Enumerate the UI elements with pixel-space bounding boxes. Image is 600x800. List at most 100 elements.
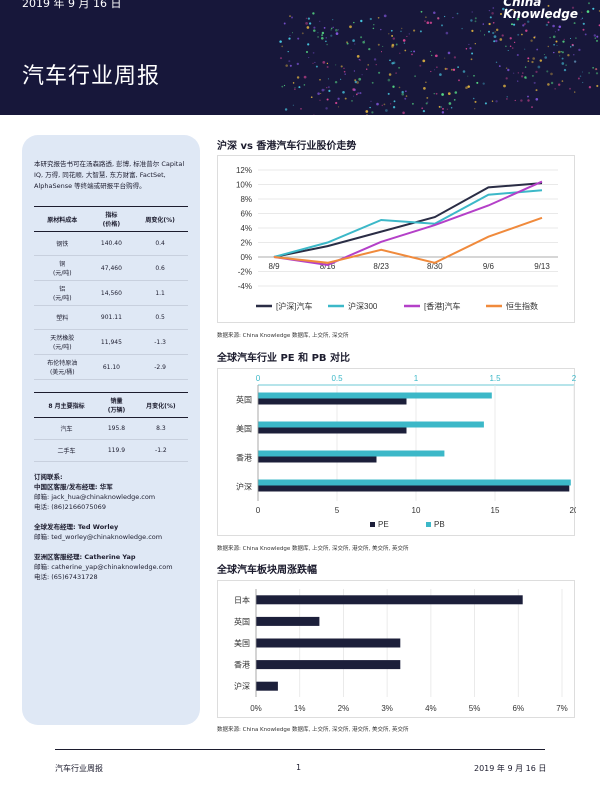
source-note-3: 数据来源: China Knowledge 数据库, 上交所, 深交所, 港交所… <box>217 727 409 733</box>
monthly-indicator-cell: 195.8 <box>99 417 134 440</box>
category-label: 美国 <box>236 424 252 434</box>
sidebar-intro: 本研究报告书可在汤森路透, 彭博, 标准普尔 Capital IQ, 万得, 同… <box>34 160 185 190</box>
contact-asia-manager: 亚洲区客服经理: Catherine Yap <box>34 553 136 561</box>
legend-label: 沪深300 <box>348 301 378 311</box>
raw-material-row: 塑料 901.11 0.5 <box>34 305 188 330</box>
section-title-pe-pb: 全球汽车行业 PE 和 PB 对比 <box>217 353 351 364</box>
raw-material-header-0: 原材料成本 <box>34 206 91 232</box>
contact-china-email[interactable]: 邮箱: jack_hua@chinaknowledge.com <box>34 493 156 501</box>
pe-bar <box>258 427 407 434</box>
x-tick-label: 4% <box>425 704 437 713</box>
y-tick-label: 8% <box>240 195 252 204</box>
y-tick-label: 12% <box>236 166 252 175</box>
x-tick-label: 0% <box>250 704 262 713</box>
pb-bar <box>258 479 571 486</box>
line-chart-box: 12% 10% 8% 6% 4% 2% 0% -2% -4% 8/9 8/16 8/23 8/30 9/6… <box>217 155 575 323</box>
category-label: 香港 <box>236 453 252 463</box>
raw-material-cell: 901.11 <box>90 305 133 330</box>
footer-divider <box>55 749 545 750</box>
raw-material-cell: 布伦特原油 (美元/桶) <box>34 354 91 380</box>
top-axis-tick-label: 0 <box>256 374 261 383</box>
category-label: 英国 <box>236 395 252 405</box>
monthly-indicator-table: 8 月主要指标 销量 (万辆) 月变化(%) 汽车 195.8 8.3 二手车 119.9 -1… <box>34 392 188 462</box>
raw-material-cell: 铝 (元/吨) <box>34 280 91 306</box>
top-axis-tick-label: 1 <box>414 374 419 383</box>
change-bar <box>256 660 401 670</box>
category-label: 香港 <box>234 660 250 670</box>
pb-bar <box>258 450 445 457</box>
contact-global-manager: 全球发布经理: Ted Worley <box>34 523 119 531</box>
legend-label-pb: PB <box>434 520 445 529</box>
category-label: 日本 <box>234 595 250 605</box>
raw-material-cell: 铜 (元/吨) <box>34 255 91 281</box>
category-label: 美国 <box>234 638 250 648</box>
bottom-axis-tick-label: 0 <box>256 506 261 515</box>
raw-material-row: 铜 (元/吨) 47,460 0.6 <box>34 255 188 281</box>
raw-material-cell: 140.40 <box>90 231 133 256</box>
section-title-stock-trend: 沪深 vs 香港汽车行业股价走势 <box>217 141 357 152</box>
y-tick-label: 6% <box>240 210 252 219</box>
page-number: 1 <box>296 763 302 772</box>
change-bar <box>256 616 320 626</box>
x-tick-label: 8/30 <box>427 262 443 271</box>
bottom-axis-tick-label: 15 <box>491 506 500 515</box>
series-line <box>273 182 543 258</box>
footer-date: 2019 年 9 月 16 日 <box>474 764 547 773</box>
raw-material-cell: 14,560 <box>90 280 133 306</box>
raw-material-row: 铝 (元/吨) 14,560 1.1 <box>34 280 188 306</box>
x-tick-label: 8/23 <box>373 262 389 271</box>
raw-material-cell: 钢铁 <box>34 231 91 256</box>
contact-asia-email[interactable]: 邮箱: catherine_yap@chinaknowledge.com <box>34 563 173 571</box>
raw-material-cell: 塑料 <box>34 305 91 330</box>
top-axis-tick-label: 2 <box>572 374 576 383</box>
contact-info: 订阅联系: 中国区客服/发布经理: 华军 邮箱: jack_hua@chinak… <box>34 472 188 582</box>
raw-material-cell: 天然橡胶 (元/吨) <box>34 329 91 355</box>
x-tick-label: 5% <box>469 704 481 713</box>
x-tick-label: 9/6 <box>483 262 495 271</box>
x-tick-label: 9/13 <box>534 262 550 271</box>
header-banner: 2019 年 9 月 16 日 汽车行业周报 China Knowledge <box>0 0 600 115</box>
legend-label: 恒生指数 <box>506 301 538 311</box>
raw-material-header-2: 周变化(%) <box>132 206 188 232</box>
monthly-indicator-row: 二手车 119.9 -1.2 <box>34 439 188 462</box>
raw-material-cell: 0.6 <box>132 255 188 281</box>
pb-bar <box>258 421 484 428</box>
monthly-indicator-row: 汽车 195.8 8.3 <box>34 417 188 440</box>
pe-bar <box>258 456 377 463</box>
x-tick-label: 8/16 <box>320 262 336 271</box>
raw-material-cell: 11,945 <box>90 329 133 355</box>
pe-bar <box>258 398 407 405</box>
footer-title: 汽车行业周报 <box>55 764 103 773</box>
legend-label-pe: PE <box>378 520 389 529</box>
x-tick-label: 3% <box>381 704 393 713</box>
monthly-indicator-header-0: 8 月主要指标 <box>34 392 100 418</box>
monthly-indicator-cell: 汽车 <box>34 417 100 440</box>
contact-asia-phone: 电话: (65)67431728 <box>34 573 98 581</box>
raw-material-row: 布伦特原油 (美元/桶) 61.10 -2.9 <box>34 354 188 380</box>
top-axis-tick-label: 0.5 <box>331 374 343 383</box>
weekly-change-chart-box: 0% 1% 2% 3% 4% 5% 6% 7% 日本 英国 美国 香港 沪深 <box>217 580 575 718</box>
y-tick-label: 4% <box>240 224 252 233</box>
source-note-1: 数据来源: China Knowledge 数据库, 上交所, 深交所 <box>217 333 349 339</box>
raw-material-header-1: 指标 (价格) <box>90 206 133 232</box>
series-line <box>273 216 543 264</box>
category-label: 沪深 <box>236 482 252 492</box>
series-line <box>273 189 543 258</box>
company-logo: China Knowledge <box>503 0 578 21</box>
bottom-axis-tick-label: 5 <box>335 506 340 515</box>
y-tick-label: -4% <box>238 282 252 291</box>
bottom-axis-tick-label: 10 <box>412 506 421 515</box>
y-tick-label: 0% <box>240 253 252 262</box>
change-bar <box>256 681 278 691</box>
raw-material-row: 天然橡胶 (元/吨) 11,945 -1.3 <box>34 329 188 355</box>
contact-global-email[interactable]: 邮箱: ted_worley@chinaknowledge.com <box>34 533 163 541</box>
raw-material-cell: -2.9 <box>132 354 188 380</box>
monthly-indicator-cell: 119.9 <box>99 439 134 462</box>
pe-bar <box>258 485 570 492</box>
raw-material-cell: 0.4 <box>132 231 188 256</box>
y-tick-label: 10% <box>236 181 252 190</box>
header-date: 2019 年 9 月 16 日 <box>22 0 122 10</box>
legend-label: [香港]汽车 <box>424 301 460 311</box>
pb-bar <box>258 392 492 399</box>
